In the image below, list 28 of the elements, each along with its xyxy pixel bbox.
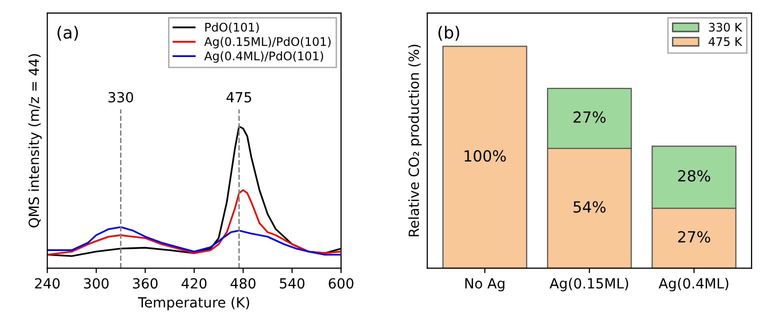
y-axis-title: QMS intensity (m/z = 44) [28,54,42,228]
x-tick-label: 360 [133,278,158,289]
text: (b) [438,26,460,41]
data-label: 100% [464,150,506,162]
text: (a) [58,26,78,41]
x-tick-label: Ag(0.15ML) [550,278,628,292]
ref-line-label: 330 [108,92,134,102]
x-tick-label: Ag(0.4ML) [658,278,728,292]
x-tick-label: 600 [328,278,354,289]
legend-label: Ag(0.15ML)/PdO(101) [204,36,331,48]
x-tick-label: 420 [182,278,207,289]
data-label: 27% [574,111,606,123]
data-label: 27% [678,231,710,243]
x-tick-label: 240 [35,278,60,289]
x-tick-label: 300 [84,278,109,289]
legend-label: Ag(0.4ML)/PdO(101) [204,51,324,63]
x-tick-label: No Ag [465,278,504,292]
legend-label: 330 K [708,22,742,32]
legend-label: PdO(101) [205,22,259,34]
legend-label: 475 K [708,37,742,46]
ref-line-label: 475 [226,92,252,102]
data-label: 28% [678,170,710,182]
y-axis-title: Relative CO₂ production (%) [408,44,422,236]
x-tick-label: 480 [230,278,256,289]
x-tick-label: 540 [280,278,304,289]
data-label: 54% [574,201,606,213]
x-axis-title: Temperature (K) [138,296,250,310]
bar [442,46,528,268]
